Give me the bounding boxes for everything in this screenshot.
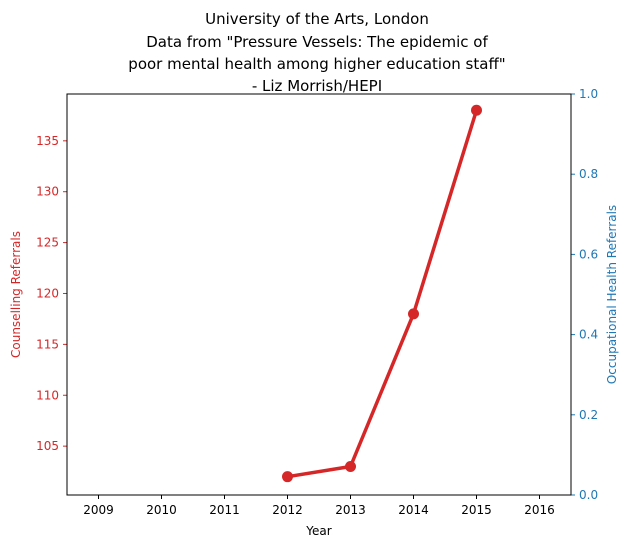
series-layer xyxy=(282,104,482,483)
data-point-2012 xyxy=(282,471,293,483)
right-y-tick-label-5: 1.0 xyxy=(579,87,598,101)
x-tick-label-6: 2015 xyxy=(461,503,492,517)
x-tick-label-7: 2016 xyxy=(524,503,555,517)
data-point-2015 xyxy=(471,104,482,116)
right-y-axis-ticks: 0.0 0.2 0.4 0.6 0.8 1.0 xyxy=(571,87,598,502)
left-y-tick-label-3: 120 xyxy=(36,286,59,300)
right-y-tick-label-3: 0.6 xyxy=(579,247,598,261)
left-y-tick-label-2: 115 xyxy=(36,337,59,351)
x-tick-label-2: 2011 xyxy=(209,503,240,517)
left-y-tick-label-0: 105 xyxy=(36,439,59,453)
chart-title-line-2: Data from "Pressure Vessels: The epidemi… xyxy=(146,33,488,51)
chart-title: University of the Arts, London Data from… xyxy=(128,10,505,95)
x-tick-label-1: 2010 xyxy=(146,503,177,517)
series-line-0 xyxy=(285,108,479,479)
left-y-axis-label: Counselling Referrals xyxy=(9,231,23,358)
x-tick-label-3: 2012 xyxy=(272,503,303,517)
right-y-tick-label-4: 0.8 xyxy=(579,167,598,181)
left-y-tick-label-6: 135 xyxy=(36,134,59,148)
chart-title-line-1: University of the Arts, London xyxy=(205,10,429,28)
data-point-2013 xyxy=(345,461,356,473)
x-axis-label: Year xyxy=(305,524,331,538)
left-y-tick-label-5: 130 xyxy=(36,185,59,199)
right-y-tick-label-2: 0.4 xyxy=(579,328,598,342)
x-tick-label-5: 2014 xyxy=(398,503,429,517)
right-y-axis-label: Occupational Health Referrals xyxy=(605,205,619,384)
left-y-tick-label-1: 110 xyxy=(36,388,59,402)
left-y-tick-label-4: 125 xyxy=(36,236,59,250)
right-y-tick-label-1: 0.2 xyxy=(579,408,598,422)
data-point-2014 xyxy=(408,308,419,320)
chart-title-line-4: - Liz Morrish/HEPI xyxy=(252,77,382,95)
plot-frame xyxy=(66,93,572,496)
x-axis-ticks: 2009 2010 2011 2012 2013 2014 2015 2016 xyxy=(83,495,555,517)
chart-title-line-3: poor mental health among higher educatio… xyxy=(128,55,505,73)
x-tick-label-4: 2013 xyxy=(335,503,366,517)
left-y-axis-ticks: 105 110 115 120 125 130 135 xyxy=(36,134,67,453)
right-y-tick-label-0: 0.0 xyxy=(579,488,598,502)
x-tick-label-0: 2009 xyxy=(83,503,114,517)
